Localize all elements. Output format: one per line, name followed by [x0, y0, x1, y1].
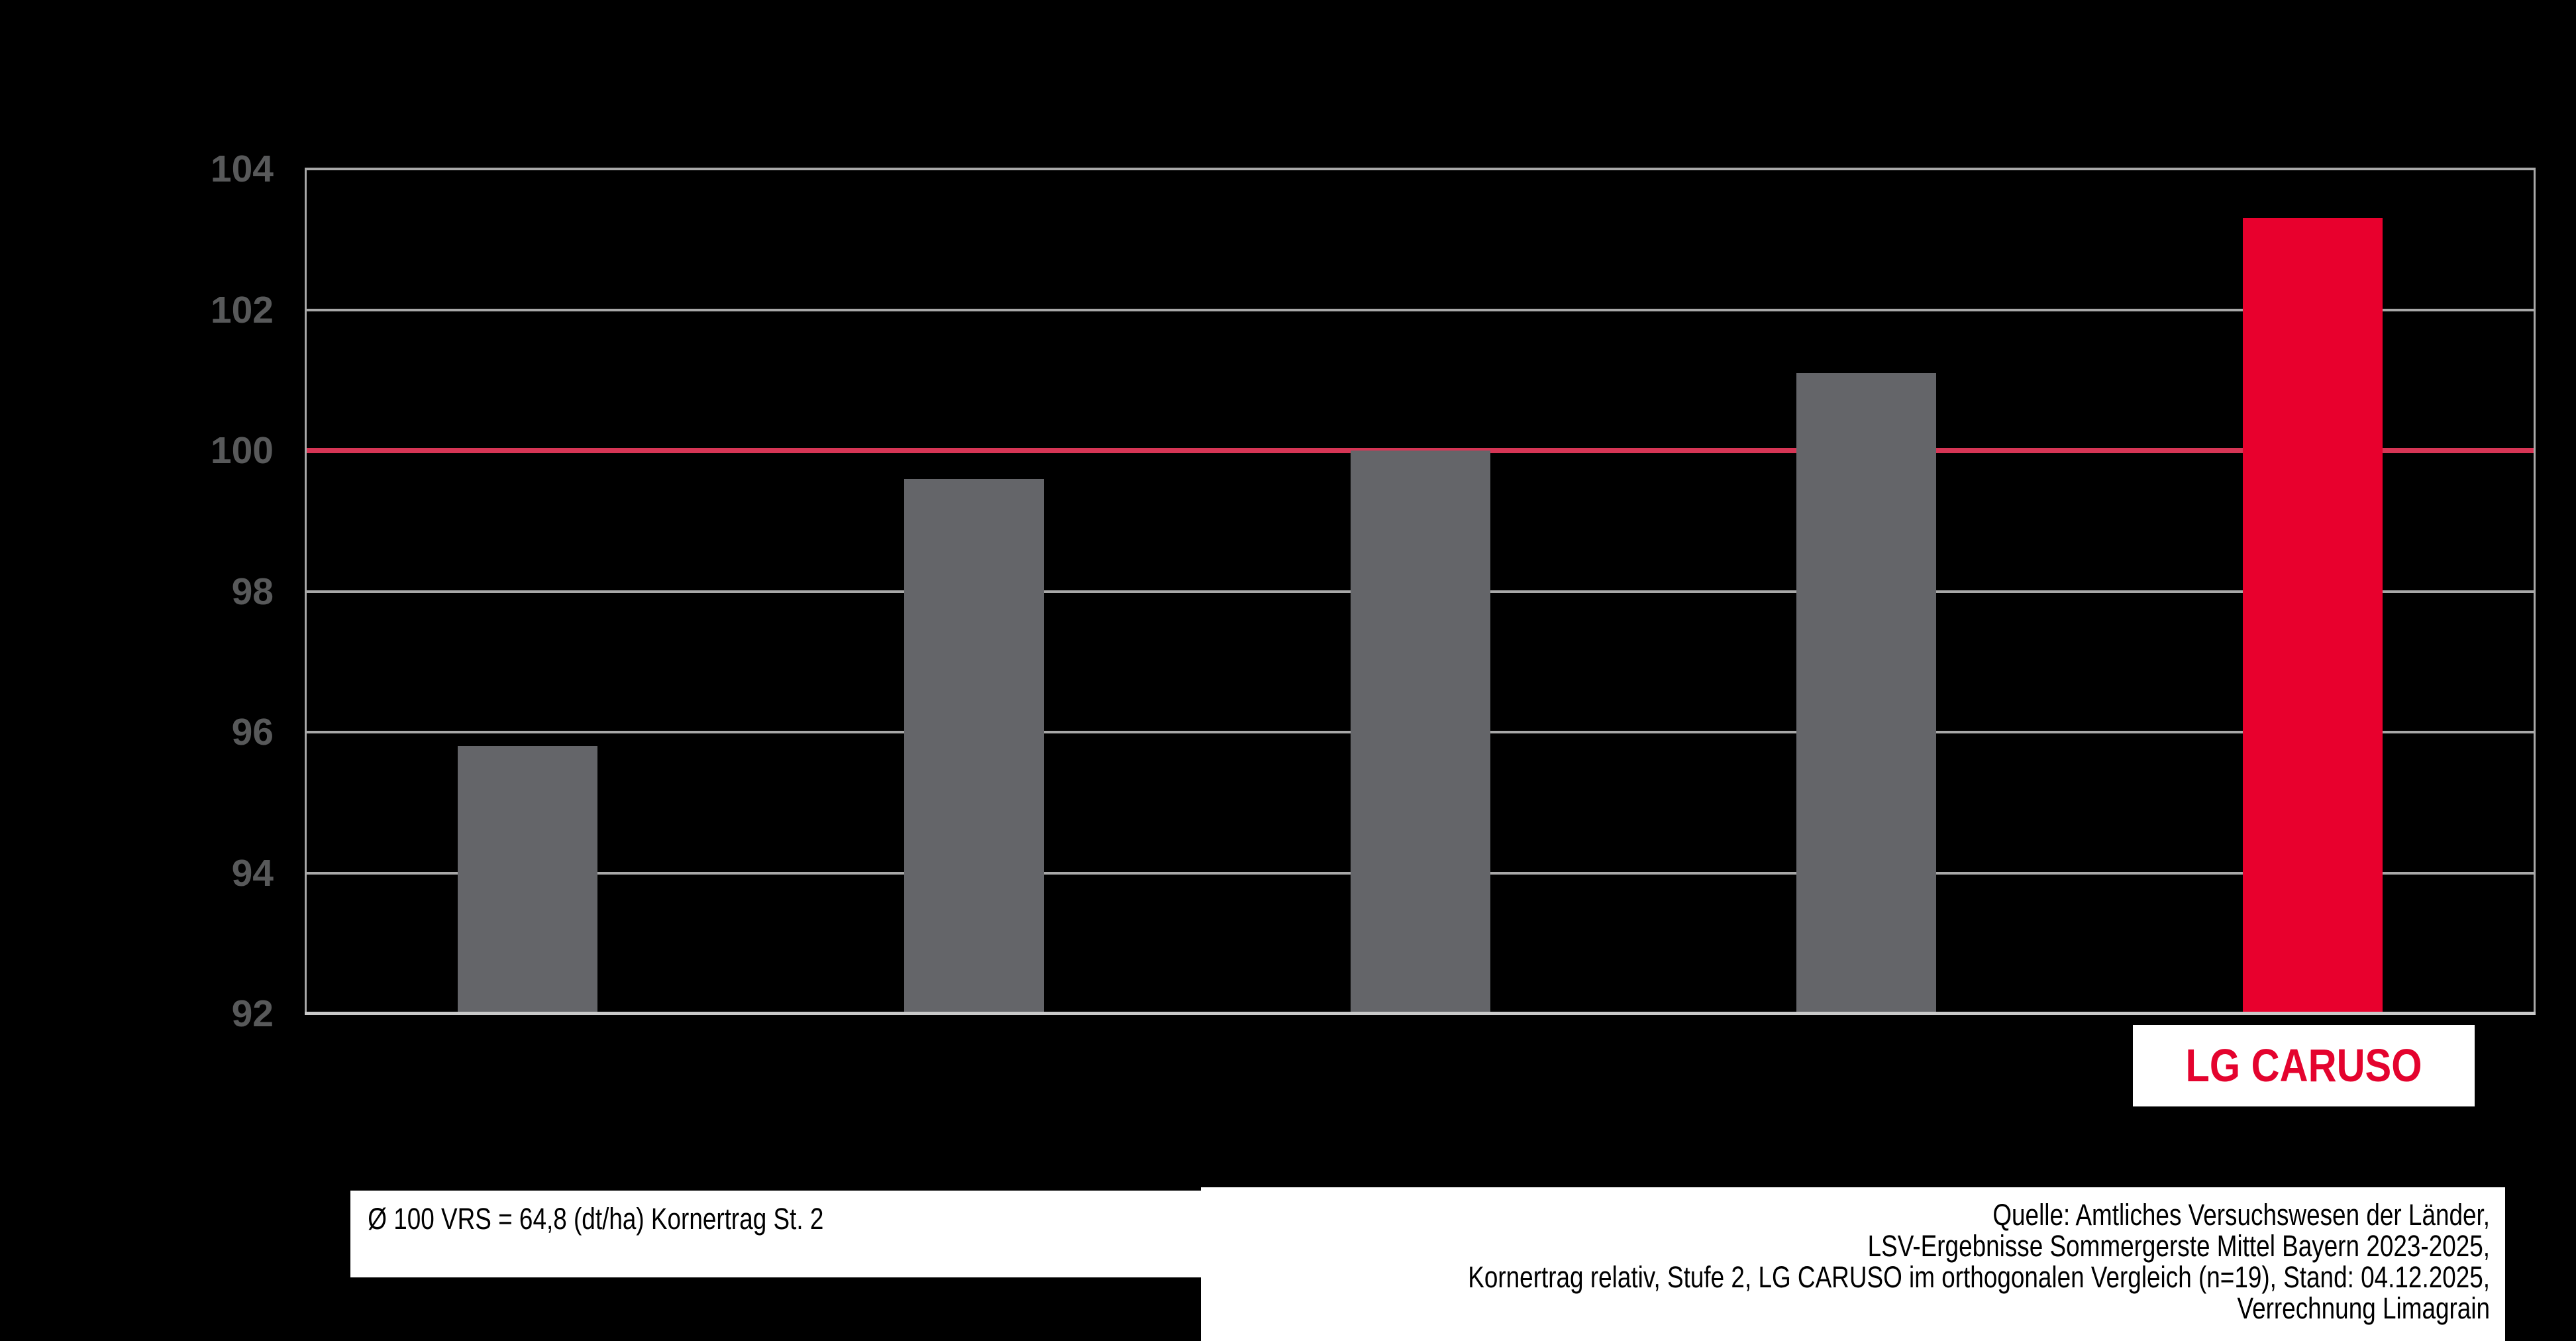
bar-3	[1350, 451, 1490, 1014]
y-tick-label-100: 100	[210, 429, 274, 472]
y-tick-label-98: 98	[231, 570, 274, 613]
y-tick-label-92: 92	[231, 992, 274, 1035]
highlight-category-label: LG CARUSO	[2185, 1040, 2422, 1091]
source-line-1: Quelle: Amtliches Versuchswesen der Länd…	[1992, 1198, 2491, 1232]
y-tick-label-96: 96	[231, 711, 274, 753]
gridline-104	[305, 168, 2536, 170]
source-line-3: Kornertrag relativ, Stufe 2, LG CARUSO i…	[1468, 1260, 2491, 1294]
source-text: Quelle: Amtliches Versuchswesen der Länd…	[1435, 1187, 2505, 1324]
y-axis-line	[305, 169, 307, 1014]
bar-2	[903, 478, 1044, 1014]
plot-area	[305, 168, 2536, 1015]
footnote-text: Ø 100 VRS = 64,8 (dt/ha) Kornertrag St. …	[368, 1202, 824, 1236]
bar-4	[1796, 373, 1937, 1014]
source-line-2: LSV-Ergebnisse Sommergerste Mittel Bayer…	[1867, 1229, 2491, 1263]
bar-1	[458, 746, 598, 1014]
y-tick-label-102: 102	[210, 288, 274, 331]
source-line-4: Verrechnung Limagrain	[2237, 1291, 2491, 1325]
highlight-category-label-box: LG CARUSO	[2133, 1025, 2475, 1106]
gridline-102	[305, 308, 2536, 311]
source-box: Quelle: Amtliches Versuchswesen der Länd…	[1201, 1187, 2505, 1341]
plot-right-border	[2534, 169, 2536, 1014]
footnote-box: Ø 100 VRS = 64,8 (dt/ha) Kornertrag St. …	[350, 1191, 1201, 1277]
x-axis-line	[305, 1012, 2536, 1015]
y-tick-label-104: 104	[210, 148, 274, 190]
bar-lg-caruso	[2242, 218, 2383, 1014]
y-tick-label-94: 94	[231, 851, 274, 894]
